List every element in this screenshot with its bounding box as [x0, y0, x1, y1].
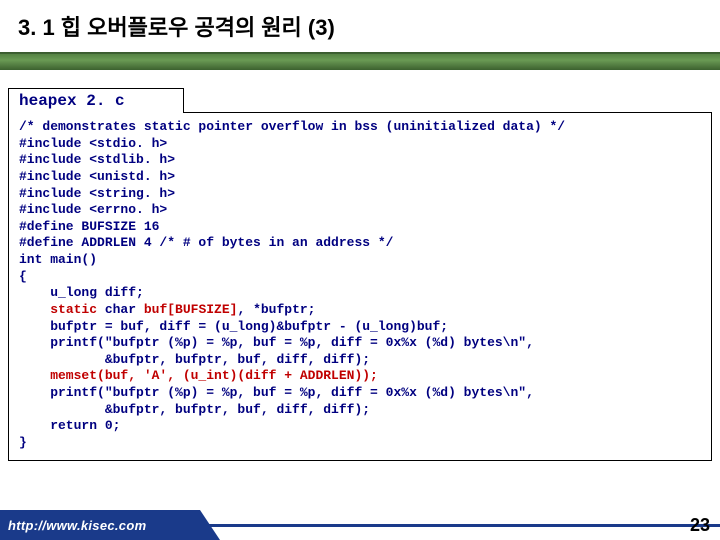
code-line: /* demonstrates static pointer overflow …	[19, 119, 565, 134]
code-line: static char buf[BUFSIZE], *bufptr;	[19, 302, 315, 317]
memset-line: memset(buf, 'A', (u_int)(diff + ADDRLEN)…	[19, 368, 378, 383]
code-line: #include <errno. h>	[19, 202, 167, 217]
code-line: {	[19, 269, 27, 284]
code-line: int main()	[19, 252, 97, 267]
decorative-bar	[0, 48, 720, 74]
code-line: printf("bufptr (%p) = %p, buf = %p, diff…	[19, 385, 534, 400]
code-line: #include <unistd. h>	[19, 169, 175, 184]
code-listing: /* demonstrates static pointer overflow …	[8, 112, 712, 461]
code-line: #include <stdio. h>	[19, 136, 167, 151]
code-line: &bufptr, bufptr, buf, diff, diff);	[19, 402, 370, 417]
keyword-static: static	[50, 302, 97, 317]
footer-line	[200, 524, 720, 527]
footer-url: http://www.kisec.com	[0, 510, 200, 540]
footer: http://www.kisec.com 23	[0, 510, 720, 540]
code-line: bufptr = buf, diff = (u_long)&bufptr - (…	[19, 319, 448, 334]
code-line: u_long diff;	[19, 285, 144, 300]
code-line: #include <stdlib. h>	[19, 152, 175, 167]
buf-declaration: buf[BUFSIZE]	[144, 302, 238, 317]
code-line: printf("bufptr (%p) = %p, buf = %p, diff…	[19, 335, 534, 350]
code-line: }	[19, 435, 27, 450]
page-number: 23	[690, 515, 710, 536]
code-line: #include <string. h>	[19, 186, 175, 201]
code-line: #define BUFSIZE 16	[19, 219, 159, 234]
filename-label: heapex 2. c	[8, 88, 184, 113]
code-line: return 0;	[19, 418, 120, 433]
slide-title: 3. 1 힙 오버플로우 공격의 원리 (3)	[18, 10, 702, 42]
code-line: #define ADDRLEN 4 /* # of bytes in an ad…	[19, 235, 393, 250]
code-line: &bufptr, bufptr, buf, diff, diff);	[19, 352, 370, 367]
